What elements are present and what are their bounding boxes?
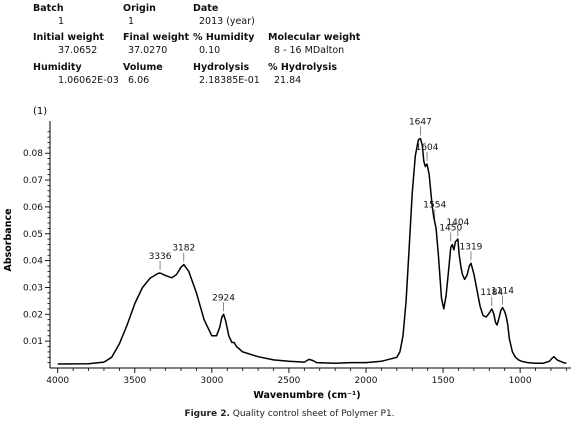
x-tick-label: 4000 xyxy=(46,376,69,386)
origin-label: Origin xyxy=(123,3,156,14)
peak-label: 1319 xyxy=(460,242,483,252)
volume-label: Volume xyxy=(123,62,163,73)
hydrolysis-percent-label: % Hydrolysis xyxy=(268,62,337,73)
y-tick-label: 0.02 xyxy=(23,310,43,320)
x-tick-label: 1000 xyxy=(509,376,532,386)
y-tick-label: 0.06 xyxy=(23,203,43,213)
x-tick-label: 1500 xyxy=(432,376,455,386)
peak-label: 1404 xyxy=(446,218,469,228)
initial-weight-value: 37.0652 xyxy=(58,45,98,56)
y-axis-ticks: 0.01 0.02 0.03 0.04 0.05 0.06 0.07 0.08 xyxy=(23,131,50,364)
final-weight-value: 37.0270 xyxy=(128,45,168,56)
y-axis-label: Absorbance xyxy=(3,208,14,271)
date-value: 2013 (year) xyxy=(199,16,255,27)
y-tick-label: 0.08 xyxy=(23,149,43,159)
humidity-percent-value: 0.10 xyxy=(199,45,221,56)
hydrolysis-value: 2.18385E-01 xyxy=(199,75,260,86)
batch-value: 1 xyxy=(58,16,65,27)
figure-caption-label: Figure 2. xyxy=(184,409,230,419)
peak-label: 3336 xyxy=(149,252,172,262)
humidity-value: 1.06062E-03 xyxy=(58,75,119,86)
peak-label: 1554 xyxy=(423,201,446,211)
initial-weight-label: Initial weight xyxy=(33,32,104,43)
y-tick-label: 0.03 xyxy=(23,283,43,293)
origin-value: 1 xyxy=(128,16,135,27)
date-label: Date xyxy=(193,3,219,14)
y-tick-label: 0.04 xyxy=(23,257,43,267)
hydrolysis-label: Hydrolysis xyxy=(193,62,250,73)
volume-value: 6.06 xyxy=(128,75,150,86)
y-tick-label: 0.07 xyxy=(23,176,43,186)
hydrolysis-percent-value: 21.84 xyxy=(274,75,302,86)
x-axis-label: Wavenumbre (cm⁻¹) xyxy=(253,390,360,400)
peak-label: 1647 xyxy=(409,117,432,127)
x-tick-label: 2500 xyxy=(277,376,300,386)
quality-info-table: Batch 1 Origin 1 Date 2013 (year) Initia… xyxy=(0,0,579,95)
x-axis-ticks: 4000 3500 3000 2500 2000 1500 1000 xyxy=(46,368,567,386)
chart-axes xyxy=(49,121,571,369)
ftir-spectrum-chart: (1) 0.01 0.02 0.03 0.04 0.05 0.06 0.07 0.08 400… xyxy=(3,106,571,400)
x-tick-label: 3000 xyxy=(200,376,223,386)
peak-label: 1184 xyxy=(480,288,503,298)
panel-label: (1) xyxy=(33,106,47,117)
spectrum-line xyxy=(57,137,567,365)
y-tick-label: 0.01 xyxy=(23,337,43,347)
peak-label: 2924 xyxy=(212,293,235,303)
batch-label: Batch xyxy=(33,3,64,14)
peak-label: 1114 xyxy=(491,287,514,297)
peak-label: 1604 xyxy=(416,143,439,153)
figure-caption-text: Quality control sheet of Polymer P1. xyxy=(229,409,395,419)
molecular-weight-label: Molecular weight xyxy=(268,32,361,43)
molecular-weight-value: 8 - 16 MDalton xyxy=(274,45,345,56)
peak-label: 3182 xyxy=(172,244,195,254)
y-tick-label: 0.05 xyxy=(23,230,43,240)
humidity-label: Humidity xyxy=(33,62,82,73)
x-tick-label: 3500 xyxy=(123,376,146,386)
figure-caption: Figure 2. Quality control sheet of Polym… xyxy=(0,409,579,419)
x-tick-label: 2000 xyxy=(355,376,378,386)
peak-label: 1450 xyxy=(439,224,462,234)
humidity-percent-label: % Humidity xyxy=(193,32,255,43)
final-weight-label: Final weight xyxy=(123,32,190,43)
